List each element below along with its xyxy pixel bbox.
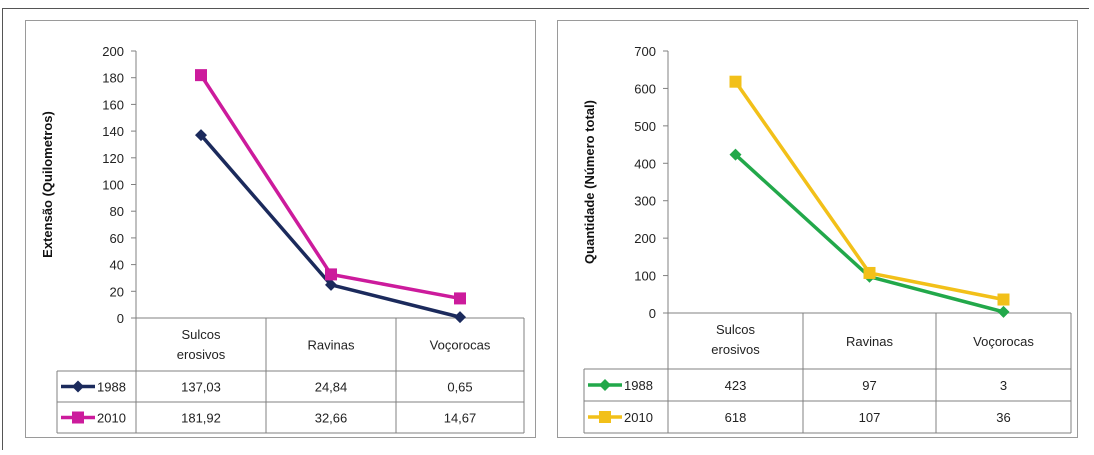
chart0-y-tick-label: 80 <box>110 204 124 219</box>
chart0-series-2010-point <box>325 268 337 281</box>
chart1-y-tick-label: 0 <box>649 306 656 321</box>
chart1-table-cell-2010: 107 <box>859 410 881 425</box>
chart0-table-cell-1988: 137,03 <box>181 380 221 395</box>
chart1-category-label: Ravinas <box>846 334 893 349</box>
chart0-y-tick-label: 40 <box>110 258 124 273</box>
chart-quantidade-svg: 0 100 200 300 400 500 600 700 Quantidade (Número… <box>582 44 1072 434</box>
chart0-table-cell-1988: 24,84 <box>315 380 348 395</box>
figure-frame <box>2 8 1089 450</box>
chart0-y-tick-label: 160 <box>102 97 124 112</box>
chart1-series-1988-point <box>997 305 1010 318</box>
chart1-table-cell-2010: 618 <box>725 410 747 425</box>
chart1-series-2010-point <box>997 293 1010 306</box>
chart0-y-tick-label: 180 <box>102 71 124 86</box>
chart0-table-cell-2010: 32,66 <box>315 411 348 426</box>
chart1-table-cell-1988: 423 <box>725 378 747 393</box>
chart0-legend-1988-label: 1988 <box>97 380 126 395</box>
chart0-series-2010-point <box>195 69 207 82</box>
chart0-category-label-line: erosivos <box>177 347 226 362</box>
chart1-legend-1988-marker <box>599 379 611 391</box>
chart0-legend-1988-marker <box>72 380 84 393</box>
chart0-y-axis-label: Extensão (Quilometros) <box>40 111 55 258</box>
chart1-series-1988-line <box>734 153 1004 314</box>
chart0-y-tick-label: 200 <box>102 44 124 59</box>
chart-extensao: 0 20 40 60 80 100 120 140 160 180 200 Extensão (Qui… <box>25 20 536 438</box>
chart0-category-label: Ravinas <box>308 338 355 353</box>
chart0-y-tick-label: 120 <box>102 151 124 166</box>
chart1-y-tick-label: 700 <box>634 44 656 59</box>
chart1-series-2010-point <box>863 266 876 279</box>
chart1-y-tick-label: 300 <box>634 194 656 209</box>
chart0-series-1988-point <box>325 278 337 291</box>
chart0-legend-2010-marker <box>72 411 84 424</box>
chart1-table-cell-1988: 3 <box>1000 378 1007 393</box>
chart0-category-label: Voçorocas <box>430 338 491 353</box>
chart1-category-label-line: Sulcos <box>716 322 756 337</box>
chart1-y-axis-label: Quantidade (Número total) <box>582 100 597 264</box>
chart0-y-tick-label: 0 <box>117 311 124 326</box>
chart1-y-tick-label: 400 <box>634 156 656 171</box>
chart1-y-tick-label: 600 <box>634 81 656 96</box>
chart1-legend-1988-label: 1988 <box>624 378 653 393</box>
chart1-table-cell-2010: 36 <box>996 410 1010 425</box>
chart1-series-1988-point <box>729 148 742 161</box>
chart1-category-label: Sulcos erosivos <box>711 322 760 357</box>
chart0-series-1988-point <box>195 129 207 142</box>
chart-quantidade: 0 100 200 300 400 500 600 700 Quantidade (Número… <box>557 20 1078 438</box>
chart0-series-2010-line <box>199 74 461 301</box>
chart0-category-label-line: Sulcos <box>181 327 221 342</box>
chart0-category-label: Sulcos erosivos <box>177 327 226 362</box>
chart1-y-tick-label: 200 <box>634 231 656 246</box>
chart0-y-tick-label: 20 <box>110 284 124 299</box>
chart1-legend-2010-marker <box>599 411 611 423</box>
chart1-y-tick-label: 100 <box>634 269 656 284</box>
chart1-legend-2010-label: 2010 <box>624 410 653 425</box>
chart0-series-1988-point <box>454 311 466 324</box>
chart1-category-label: Voçorocas <box>973 334 1034 349</box>
chart0-table-cell-2010: 14,67 <box>444 411 477 426</box>
chart1-category-label-line: erosivos <box>711 342 760 357</box>
chart0-y-tick-label: 100 <box>102 178 124 193</box>
chart0-series-2010-point <box>454 292 466 305</box>
chart0-table-cell-2010: 181,92 <box>181 411 221 426</box>
chart0-y-tick-label: 140 <box>102 124 124 139</box>
chart1-y-tick-label: 500 <box>634 119 656 134</box>
chart0-table-cell-1988: 0,65 <box>447 380 472 395</box>
chart0-legend-2010-label: 2010 <box>97 411 126 426</box>
chart1-series-2010-point <box>729 75 742 88</box>
chart1-table-cell-1988: 97 <box>862 378 876 393</box>
chart0-y-tick-label: 60 <box>110 231 124 246</box>
chart-extensao-svg: 0 20 40 60 80 100 120 140 160 180 200 Extensão (Qui… <box>40 44 525 434</box>
